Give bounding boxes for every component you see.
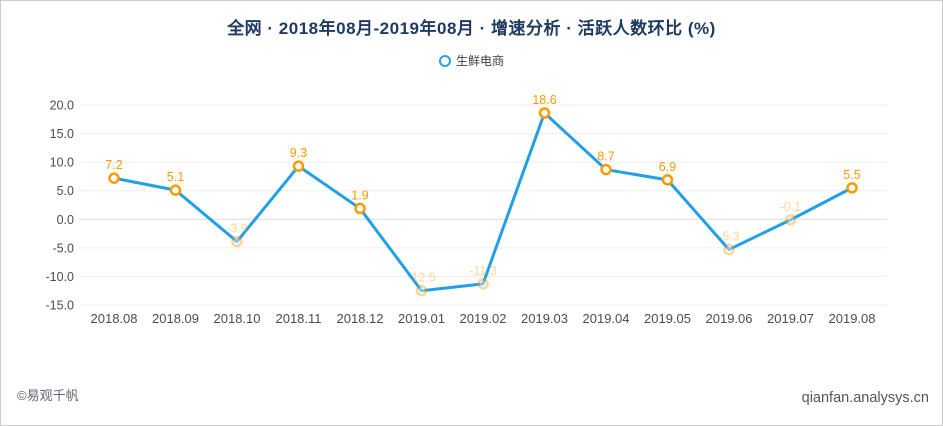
data-point-label: -11.3: [469, 264, 497, 278]
y-axis-tick-label: -5.0: [52, 241, 74, 255]
data-point-label: 5.1: [167, 170, 184, 184]
data-point-marker[interactable]: [231, 235, 243, 248]
x-axis-tick-label: 2019.05: [644, 311, 691, 326]
data-point-marker[interactable]: [169, 184, 182, 196]
legend-label: 生鲜电商: [455, 54, 504, 68]
data-point-label: 9.3: [290, 146, 307, 160]
watermark-url: qianfan.analysys.cn: [801, 390, 929, 406]
y-axis-tick-label: 0.0: [57, 213, 74, 227]
data-point-label: 8.7: [597, 150, 614, 164]
y-axis-tick-label: 5.0: [57, 184, 74, 198]
x-axis-tick-label: 2018.11: [275, 311, 321, 326]
x-axis-tick-label: 2019.01: [398, 311, 445, 326]
x-axis-tick-label: 2019.02: [460, 311, 507, 326]
data-point-label: 6.9: [659, 160, 676, 174]
x-axis-tick-label: 2019.08: [829, 311, 876, 326]
data-point-marker[interactable]: [600, 163, 612, 176]
data-point-label: 7.2: [105, 158, 122, 172]
data-point-marker[interactable]: [354, 202, 366, 215]
y-axis-tick-label: -15.0: [46, 299, 75, 313]
legend-item[interactable]: 生鲜电商: [1, 52, 942, 69]
x-axis-tick-label: 2019.06: [706, 311, 753, 326]
data-point-label: 18.6: [532, 93, 556, 107]
data-point-label: 1.9: [351, 188, 368, 202]
data-point-label: -0.1: [780, 200, 802, 214]
y-axis-tick-label: 10.0: [50, 156, 74, 170]
x-axis-tick-label: 2019.07: [767, 311, 814, 326]
x-axis-tick-label: 2019.03: [521, 311, 568, 326]
x-axis-tick-label: 2019.04: [583, 311, 630, 326]
y-axis-tick-label: -10.0: [46, 270, 75, 284]
data-point-marker[interactable]: [477, 278, 489, 290]
data-point-label: -3.9: [226, 222, 248, 236]
data-point-marker[interactable]: [846, 182, 858, 194]
data-point-marker[interactable]: [108, 172, 120, 184]
series-line: [112, 111, 854, 293]
x-axis-tick-label: 2018.10: [214, 311, 261, 326]
chart-title: 全网 · 2018年08月-2019年08月 · 增速分析 · 活跃人数环比 (…: [227, 19, 716, 38]
y-axis-tick-label: 15.0: [50, 127, 74, 141]
data-point-marker[interactable]: [723, 243, 735, 256]
x-axis-tick-label: 2018.12: [337, 311, 384, 326]
data-point-marker[interactable]: [415, 284, 428, 297]
data-point-marker[interactable]: [784, 214, 797, 226]
data-point-marker[interactable]: [661, 174, 674, 186]
data-point-label: -5.3: [718, 230, 740, 244]
data-point-marker[interactable]: [538, 107, 551, 119]
y-axis-tick-label: 20.0: [50, 99, 74, 113]
data-point-label: -12.5: [407, 271, 436, 285]
legend-circle-icon: [438, 54, 451, 67]
watermark-copyright: ©易观千帆: [17, 388, 79, 403]
x-axis-tick-label: 2018.09: [152, 311, 199, 326]
data-point-label: 5.5: [843, 168, 860, 182]
x-axis-tick-label: 2018.08: [91, 311, 138, 326]
data-point-marker[interactable]: [292, 160, 305, 172]
